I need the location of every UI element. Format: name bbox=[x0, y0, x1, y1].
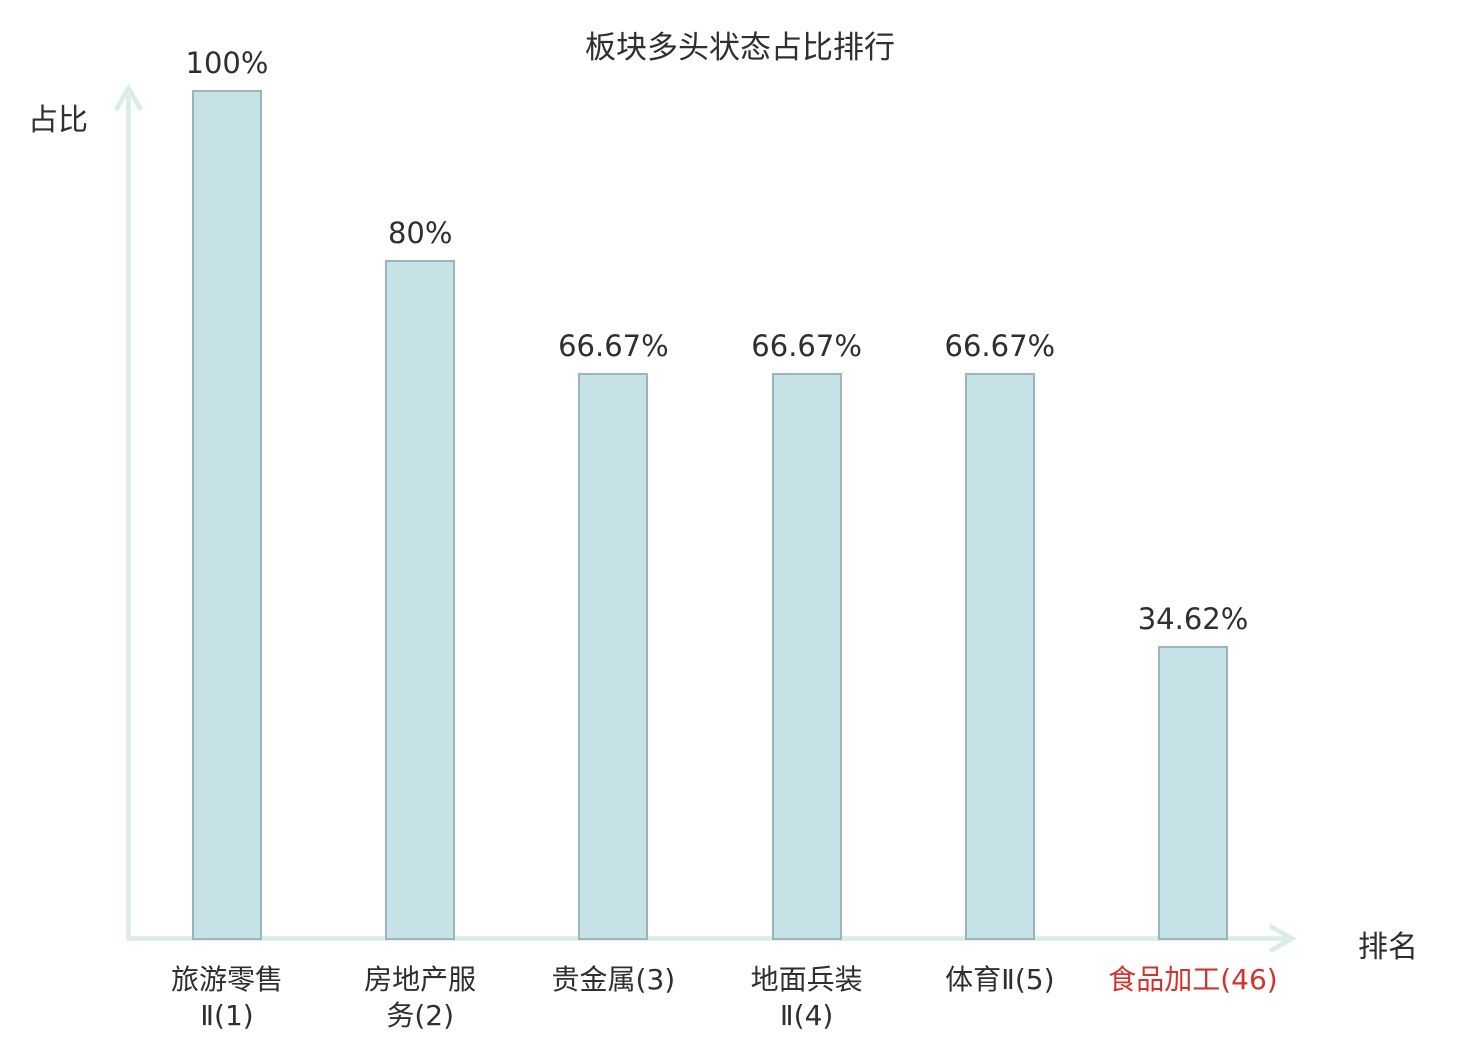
bar bbox=[771, 373, 842, 940]
bar bbox=[385, 260, 456, 940]
bar bbox=[1158, 646, 1228, 940]
x-axis-arrow-icon bbox=[1268, 924, 1297, 953]
bar-value-label: 80% bbox=[387, 216, 453, 250]
category-label: 贵金属(3) bbox=[551, 963, 676, 996]
bar-value-label: 66.67% bbox=[751, 329, 862, 363]
chart-title: 板块多头状态占比排行 bbox=[585, 30, 895, 66]
bar-value-label: 34.62% bbox=[1137, 602, 1249, 636]
x-axis-label: 排名 bbox=[1358, 930, 1418, 965]
category-label: 地面兵装 Ⅱ(4) bbox=[750, 963, 863, 1032]
category-label: 食品加工(46) bbox=[1108, 963, 1278, 996]
bar bbox=[964, 373, 1035, 940]
category-label: 房地产服 务(2) bbox=[364, 963, 477, 1032]
bar bbox=[192, 90, 262, 940]
bar-value-label: 66.67% bbox=[944, 329, 1056, 363]
category-label: 旅游零售 Ⅱ(1) bbox=[170, 963, 283, 1032]
bar bbox=[578, 373, 649, 940]
y-axis-label: 占比 bbox=[28, 103, 88, 138]
bar-value-label: 100% bbox=[185, 46, 269, 80]
category-label: 体育Ⅱ(5) bbox=[945, 963, 1055, 996]
bar-value-label: 66.67% bbox=[558, 329, 669, 363]
y-axis-arrow-icon bbox=[114, 83, 143, 112]
